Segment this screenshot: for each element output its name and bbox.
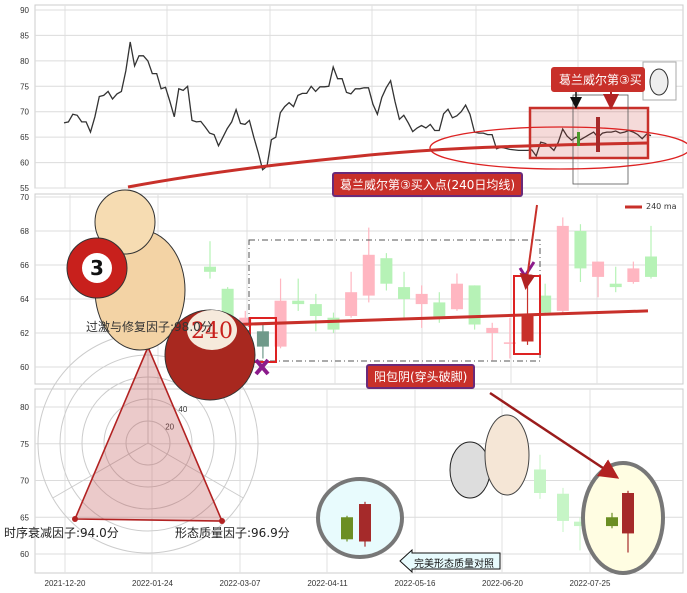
bg-candle-body <box>534 469 546 493</box>
y-tick-label: 64 <box>20 295 29 304</box>
x-tick-label: 2022-01-24 <box>132 579 173 588</box>
y-tick-label: 85 <box>20 31 29 40</box>
y-tick-label: 80 <box>20 57 29 66</box>
candle-body <box>450 283 463 310</box>
radar-axis <box>52 442 149 499</box>
y-tick-label: 70 <box>20 108 29 117</box>
y-tick-label: 75 <box>20 82 29 91</box>
candle-body <box>204 266 216 272</box>
candle-body <box>362 254 375 296</box>
ma-ellipse <box>429 126 687 170</box>
candle-body <box>433 302 446 318</box>
bg-candle-body <box>574 521 586 527</box>
candle-body <box>592 261 605 277</box>
candle-body <box>645 256 657 277</box>
radar-ring-label: 40 <box>178 405 187 414</box>
x-tick-label: 2022-04-11 <box>307 579 348 588</box>
y-tick-label: 60 <box>20 363 29 372</box>
radar-label-left: 时序衰减因子:94.0分 <box>4 526 119 540</box>
red-arrow-pattern <box>489 391 620 479</box>
y-tick-label: 55 <box>20 184 29 193</box>
mini-candle-bear <box>577 132 580 146</box>
cream-dog-illustration <box>484 414 530 496</box>
candle-body <box>503 342 516 344</box>
candle-body <box>327 317 340 330</box>
x-tick-label: 2022-05-16 <box>395 579 436 588</box>
mini-candle-bull <box>596 117 600 152</box>
ball-3-center <box>82 253 112 283</box>
candle-body <box>468 285 481 325</box>
candle-body <box>380 258 393 284</box>
candle-body <box>486 327 499 333</box>
ball-240-label: 240 <box>191 319 233 344</box>
ball-240-center <box>187 310 237 350</box>
candle-body <box>309 304 322 316</box>
zoom-box <box>572 94 629 185</box>
bg-candle-body <box>557 493 569 521</box>
red-arrow-bull <box>519 204 538 290</box>
candle-body <box>415 293 428 305</box>
reference-candle-body <box>341 517 353 540</box>
candle-body <box>574 231 587 269</box>
engulfing-label: 阳包阴(穿头破脚) <box>366 364 476 389</box>
candle-body <box>398 287 411 299</box>
candle-body <box>609 283 622 288</box>
candle-body <box>521 314 534 342</box>
y-tick-label: 90 <box>20 6 29 15</box>
x-tick-label: 2022-03-07 <box>220 579 261 588</box>
cross-icon <box>254 358 270 376</box>
y-tick-label: 66 <box>20 261 29 270</box>
gray-dog-illustration <box>449 441 491 499</box>
radar-point <box>219 518 225 524</box>
candle-body <box>292 300 305 305</box>
radar-ring-label: 20 <box>165 422 174 431</box>
ma240-curve <box>127 141 649 189</box>
actual-candle-body <box>606 517 618 527</box>
y-tick-label: 70 <box>20 477 29 486</box>
y-tick-label: 68 <box>20 227 29 236</box>
legend-label: 240 ma <box>646 202 677 211</box>
y-tick-label: 60 <box>20 550 29 559</box>
y-tick-label: 60 <box>20 159 29 168</box>
reference-candle-body <box>359 504 371 542</box>
ma240-line <box>236 309 649 326</box>
y-tick-label: 62 <box>20 329 29 338</box>
y-tick-label: 65 <box>20 513 29 522</box>
candle-body <box>556 225 569 311</box>
price-line <box>63 41 652 171</box>
y-tick-label: 80 <box>20 403 29 412</box>
panel-0-frame <box>34 4 684 189</box>
granville-full-label: 葛兰威尔第③买入点(240日均线) <box>332 172 524 197</box>
candle-body <box>627 268 640 282</box>
compare-label: 完美形态质量对照 <box>414 559 494 570</box>
candle-body <box>345 292 358 316</box>
radar-label-right: 形态质量因子:96.9分 <box>175 526 290 540</box>
candle-body <box>539 295 552 313</box>
actual-candle-body <box>622 492 634 534</box>
radar-axis <box>147 442 244 499</box>
ball-3-label: 3 <box>90 256 104 280</box>
highlight-box <box>528 106 650 160</box>
left-arrow-icon <box>399 548 501 574</box>
x-tick-label: 2022-07-25 <box>570 579 611 588</box>
y-tick-label: 70 <box>20 193 29 202</box>
dog-thumbnail-icon <box>649 68 669 96</box>
candle-body <box>239 317 252 327</box>
dog-head <box>94 189 156 255</box>
candle-body <box>256 331 269 347</box>
radar-label-top: 过激与修复因子:98.0分 <box>86 320 213 334</box>
granville-short-label: 葛兰威尔第③买 <box>551 67 645 92</box>
x-tick-label: 2021-12-20 <box>45 579 86 588</box>
y-tick-label: 75 <box>20 440 29 449</box>
x-tick-label: 2022-06-20 <box>482 579 523 588</box>
radar-point <box>72 516 78 522</box>
y-tick-label: 65 <box>20 133 29 142</box>
radar-polygon <box>73 344 224 522</box>
